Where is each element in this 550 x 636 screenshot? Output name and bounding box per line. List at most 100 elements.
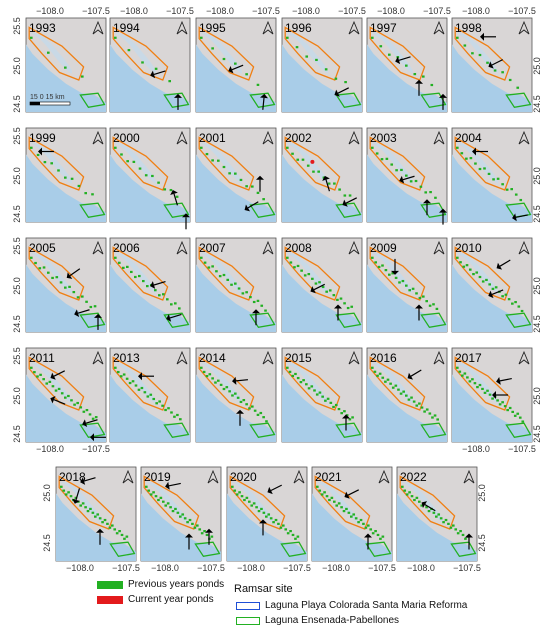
- lagoon-area: [456, 142, 499, 184]
- change-arrow: [424, 504, 436, 512]
- map-panel: 2005: [25, 237, 107, 333]
- panel-year-label: 1998: [455, 21, 482, 35]
- pond-previous: [205, 533, 209, 537]
- pond-previous: [511, 410, 515, 414]
- pond-previous: [315, 58, 318, 62]
- pond-previous: [108, 526, 112, 529]
- pond-previous: [81, 75, 84, 78]
- pond-previous: [51, 276, 54, 280]
- pond-previous: [176, 413, 179, 417]
- ramsar-site-outline: [112, 356, 169, 411]
- scale-bar-label: 15 0 15 km: [30, 94, 65, 101]
- pond-previous: [231, 394, 234, 397]
- map-panel: 2000: [109, 127, 191, 230]
- map-panel: 2004: [451, 127, 533, 223]
- pond-previous: [394, 384, 398, 387]
- pond-previous: [116, 370, 120, 374]
- pond-previous: [478, 275, 482, 279]
- pond-previous: [70, 177, 74, 180]
- latitude-label: 25.0: [42, 484, 52, 502]
- change-arrow: [262, 97, 265, 110]
- pond-previous: [36, 153, 40, 157]
- pond-previous: [226, 278, 230, 281]
- pond-previous: [336, 298, 339, 301]
- pond-previous: [126, 160, 129, 163]
- panel-year-label: 2021: [315, 470, 342, 484]
- pond-previous: [73, 403, 76, 406]
- pond-previous: [465, 264, 469, 267]
- arrow-head: [415, 304, 423, 309]
- latitude-label: 25.0: [12, 57, 22, 75]
- pond-previous: [348, 194, 352, 197]
- change-arrow: [169, 313, 182, 319]
- pond-previous: [45, 382, 49, 385]
- latitude-label: 25.5: [12, 347, 22, 365]
- pond-previous: [174, 302, 177, 305]
- pond-previous: [277, 522, 280, 525]
- pond-previous: [485, 278, 488, 282]
- arrow-head: [50, 372, 56, 380]
- longitude-label: −107.5: [252, 6, 280, 16]
- pond-previous: [211, 377, 214, 380]
- pond-previous: [205, 152, 209, 156]
- arrow-head: [391, 270, 399, 275]
- pond-previous: [390, 163, 394, 166]
- map-panel: 2002: [281, 127, 363, 223]
- pond-previous: [354, 517, 358, 520]
- longitude-label: −107.5: [112, 563, 140, 573]
- change-arrow: [402, 175, 415, 181]
- pond-previous: [114, 36, 117, 39]
- map-panel: 2007: [195, 237, 277, 333]
- pond-previous: [93, 305, 97, 308]
- change-arrow: [313, 283, 326, 291]
- pond-previous: [214, 381, 217, 384]
- change-arrow: [75, 488, 81, 501]
- pond-previous: [503, 405, 507, 408]
- pond-previous: [507, 298, 511, 301]
- pond-previous: [428, 412, 432, 415]
- pond-previous: [321, 285, 325, 289]
- ensenada-outline: [450, 541, 477, 558]
- pond-previous: [465, 157, 468, 160]
- lagoon-area: [30, 32, 73, 74]
- pond-previous: [296, 376, 300, 380]
- ramsar-site-outline: [28, 26, 85, 81]
- pond-previous: [478, 383, 482, 387]
- pond-previous: [125, 535, 129, 538]
- pond-previous: [245, 496, 249, 499]
- ensenada-outline: [420, 422, 447, 439]
- pond-previous: [36, 375, 39, 378]
- pond-previous: [245, 185, 248, 188]
- pond-previous: [311, 277, 314, 280]
- pond-previous: [211, 265, 214, 268]
- longitude-label: −107.5: [453, 563, 481, 573]
- pond-previous: [203, 529, 206, 533]
- ramsar-site-outline: [284, 246, 341, 301]
- pond-previous: [325, 495, 329, 498]
- change-arrow: [515, 214, 528, 218]
- pond-previous: [30, 256, 33, 259]
- pond-previous: [228, 390, 231, 393]
- change-arrow: [337, 87, 350, 94]
- map-panel: 1997: [366, 17, 448, 113]
- arrow-head: [364, 533, 372, 538]
- change-arrow: [231, 64, 244, 71]
- pond-previous: [134, 384, 138, 387]
- pond-previous: [463, 44, 467, 47]
- north-arrow-icon: [92, 350, 104, 365]
- ramsar-site-outline: [369, 26, 426, 81]
- pond-previous: [456, 532, 460, 535]
- pond-previous: [504, 293, 508, 296]
- pond-previous: [126, 265, 129, 269]
- arrow-head: [66, 272, 73, 279]
- ramsar-site-outline: [112, 136, 169, 191]
- arrow-head: [496, 376, 501, 385]
- arrow-head: [82, 419, 88, 428]
- pond-previous: [289, 529, 292, 533]
- pond-previous: [405, 493, 409, 496]
- pond-previous: [491, 397, 494, 400]
- pond-previous: [310, 385, 314, 388]
- pond-previous: [513, 414, 517, 417]
- pond-previous: [200, 36, 203, 39]
- pond-previous: [488, 283, 491, 286]
